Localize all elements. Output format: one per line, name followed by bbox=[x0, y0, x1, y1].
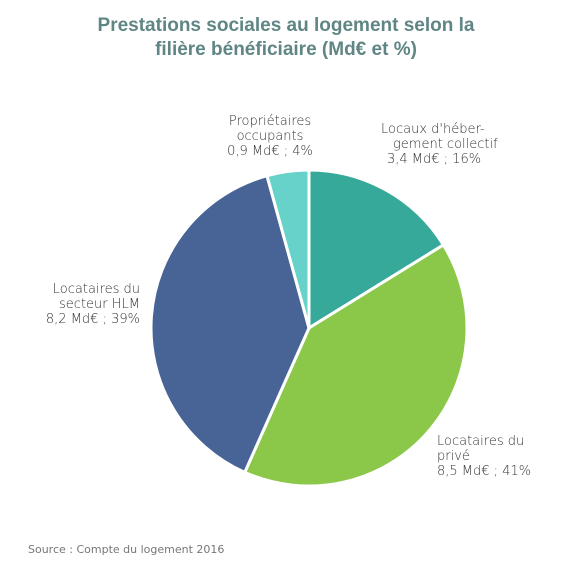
slice-label-proprietaires-occupants: Propriétaires occupants 0,9 Md€ ; 4% bbox=[206, 114, 334, 159]
slice-label-line: occupants bbox=[236, 129, 304, 144]
slice-label-line: 3,4 Md€ ; 16% bbox=[387, 152, 482, 167]
slice-label-line: privé bbox=[437, 449, 470, 464]
slice-locataires-hlm bbox=[149, 174, 311, 474]
slice-locaux-hebergement bbox=[307, 168, 445, 330]
slice-label-line: 8,5 Md€ ; 41% bbox=[437, 464, 532, 479]
slice-label-line: 0,9 Md€ ; 4% bbox=[227, 144, 313, 159]
slice-label-line: 8,2 Md€ ; 39% bbox=[45, 312, 140, 327]
slice-label-line: Propriétaires bbox=[228, 114, 312, 129]
slice-label-locataires-prive: Locataires du privé 8,5 Md€ ; 41% bbox=[437, 434, 531, 479]
slice-label-line: gement collectif bbox=[393, 137, 498, 152]
slice-proprietaires-occupants bbox=[265, 168, 311, 330]
slice-label-locataires-hlm: Locataires du secteur HLM 8,2 Md€ ; 39% bbox=[22, 282, 140, 327]
slice-label-line: Locataires du bbox=[437, 434, 525, 449]
slice-label-line: secteur HLM bbox=[59, 297, 140, 312]
chart-title-line-2: filière bénéficiaire (Md€ et %) bbox=[155, 39, 417, 60]
slice-locataires-prive bbox=[243, 243, 469, 488]
source-note: Source : Compte du logement 2016 bbox=[28, 543, 225, 556]
chart-title-line-1: Prestations sociales au logement selon l… bbox=[97, 15, 475, 36]
slice-label-line: Locataires du bbox=[52, 282, 140, 297]
chart-title: Prestations sociales au logement selon l… bbox=[0, 14, 572, 62]
slice-label-line: Locaux d'héber- bbox=[381, 122, 485, 137]
slice-label-locaux-hebergement: Locaux d'héber- gement collectif 3,4 Md€… bbox=[381, 122, 498, 167]
